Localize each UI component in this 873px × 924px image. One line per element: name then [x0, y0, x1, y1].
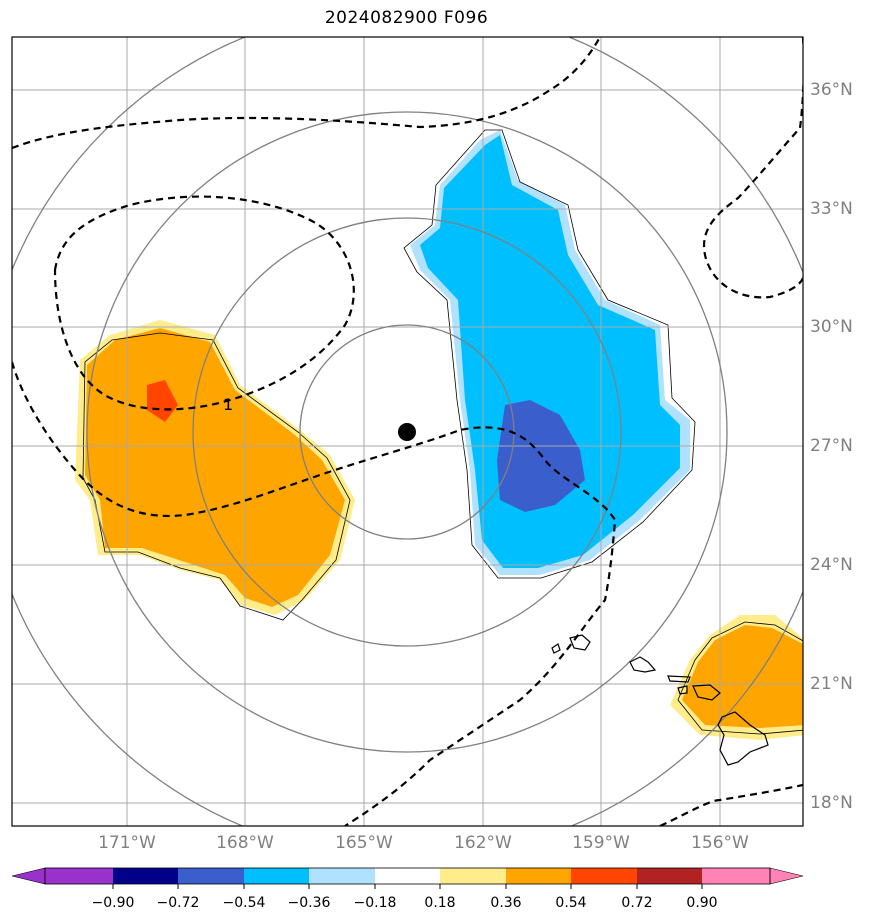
negative-anomaly-region [410, 130, 690, 575]
colorbar-tick-label: 0.54 [555, 895, 587, 911]
lat-label-30n: 30°N [810, 317, 853, 337]
colorbar-tick-label: −0.54 [222, 895, 266, 911]
lon-label-156w: 156°W [691, 833, 749, 853]
colorbar-tick-label: 0.36 [490, 895, 522, 911]
lat-label-21n: 21°N [810, 674, 853, 694]
dashed-contours [12, 37, 803, 826]
map-title: 2024082900 F096 [324, 8, 489, 28]
lat-label-18n: 18°N [810, 793, 853, 813]
lon-label-171w: 171°W [98, 833, 156, 853]
lon-label-165w: 165°W [335, 833, 393, 853]
lon-label-162w: 162°W [454, 833, 512, 853]
colorbar [11, 867, 804, 889]
colorbar-tick-label: 0.18 [424, 895, 456, 911]
lat-label-36n: 36°N [810, 80, 853, 100]
colorbar-tick-label: −0.90 [91, 895, 135, 911]
lat-lon-grid [12, 37, 803, 826]
colorbar-tick-label: −0.18 [353, 895, 397, 911]
lon-label-159w: 159°W [572, 833, 630, 853]
positive-anomaly-region-west [75, 320, 355, 615]
lat-label-27n: 27°N [810, 436, 853, 456]
lon-label-168w: 168°W [216, 833, 274, 853]
lat-label-33n: 33°N [810, 199, 853, 219]
colorbar-tick-label: −0.36 [287, 895, 331, 911]
colorbar-tick-label: 0.72 [621, 895, 653, 911]
positive-anomaly-region-east [670, 615, 803, 740]
lat-label-24n: 24°N [810, 555, 853, 575]
contour-value-label: 1 [223, 395, 233, 414]
map-frame [11, 36, 804, 827]
colorbar-tick-label: 0.90 [686, 895, 718, 911]
coastline-islands [551, 634, 769, 766]
storm-center-marker [398, 423, 416, 441]
colorbar-tick-label: −0.72 [156, 895, 200, 911]
